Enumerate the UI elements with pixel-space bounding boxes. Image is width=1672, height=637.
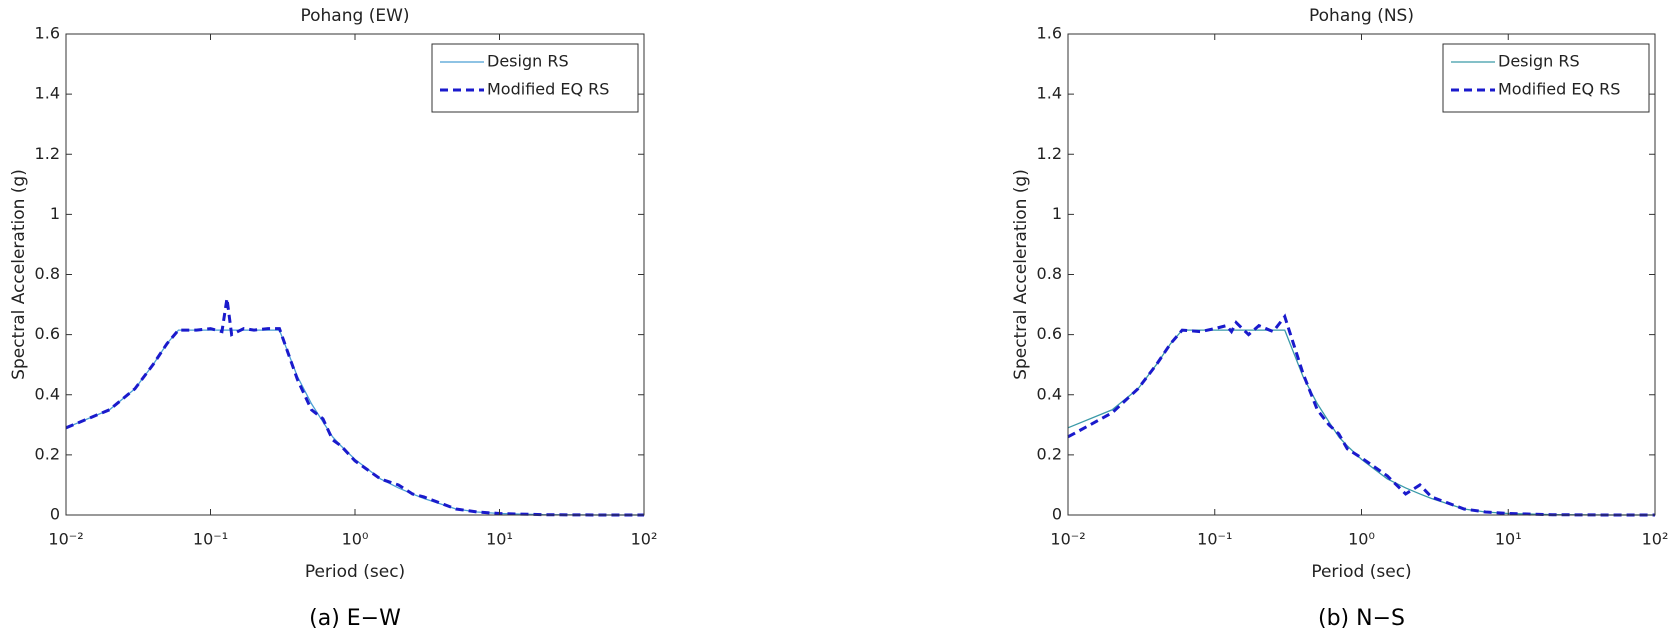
y-axis-label: Spectral Acceleration (g) bbox=[9, 169, 29, 380]
series-line bbox=[65, 298, 644, 517]
subplot: 10⁻² 10⁻¹ 10⁰ 10¹ 10² 0 0.2 0.4 0.6 0.8 1 1.2 1.4 1.6… bbox=[1011, 6, 1668, 631]
plot-area bbox=[1068, 34, 1655, 515]
legend-label: Modified EQ RS bbox=[487, 80, 609, 99]
series-line bbox=[1067, 313, 1655, 517]
y-tick-label: 1.4 bbox=[35, 84, 60, 103]
x-tick-label: 10¹ bbox=[1495, 530, 1522, 549]
x-axis-label: Period (sec) bbox=[305, 562, 405, 582]
y-tick-label: 0.4 bbox=[1037, 384, 1062, 403]
legend-label: Design RS bbox=[1498, 52, 1580, 71]
y-tick-label: 1 bbox=[50, 204, 60, 223]
y-tick-label: 0.8 bbox=[1037, 264, 1062, 283]
y-tick-label: 0 bbox=[50, 505, 60, 524]
caption: (b) N−S bbox=[1318, 606, 1405, 631]
legend-label: Design RS bbox=[487, 52, 569, 71]
y-tick-label: 0.2 bbox=[35, 444, 60, 463]
caption: (a) E−W bbox=[309, 606, 401, 631]
legend-box bbox=[431, 43, 639, 113]
y-tick-label: 1.2 bbox=[1037, 144, 1062, 163]
x-axis-label: Period (sec) bbox=[1311, 562, 1411, 582]
x-tick-label: 10¹ bbox=[486, 530, 513, 549]
legend-label: Modified EQ RS bbox=[1498, 80, 1620, 99]
chart-title: Pohang (NS) bbox=[1309, 6, 1414, 26]
x-tick-label: 10⁻² bbox=[48, 530, 83, 549]
legend-box bbox=[1442, 43, 1650, 113]
y-tick-label: 0.6 bbox=[1037, 324, 1062, 343]
y-tick-label: 0.2 bbox=[1037, 444, 1062, 463]
x-tick-label: 10⁻¹ bbox=[193, 530, 228, 549]
chart-title: Pohang (EW) bbox=[300, 6, 409, 26]
x-tick-label: 10² bbox=[1642, 530, 1669, 549]
plot-area bbox=[66, 34, 644, 515]
y-tick-label: 0.8 bbox=[35, 264, 60, 283]
x-tick-label: 10⁰ bbox=[1348, 530, 1375, 549]
subplot: 10⁻² 10⁻¹ 10⁰ 10¹ 10² 0 0.2 0.4 0.6 0.8 1 1.2 1.4 1.6… bbox=[9, 6, 657, 631]
x-tick-label: 10² bbox=[631, 530, 658, 549]
x-tick-label: 10⁻² bbox=[1050, 530, 1085, 549]
y-tick-label: 1.6 bbox=[35, 24, 60, 43]
y-tick-label: 1.6 bbox=[1037, 24, 1062, 43]
y-tick-label: 1 bbox=[1052, 204, 1062, 223]
y-tick-label: 0.6 bbox=[35, 324, 60, 343]
y-axis-label: Spectral Acceleration (g) bbox=[1011, 169, 1031, 380]
y-tick-label: 0.4 bbox=[35, 384, 60, 403]
x-tick-label: 10⁻¹ bbox=[1197, 530, 1232, 549]
y-tick-label: 1.4 bbox=[1037, 84, 1062, 103]
y-tick-label: 0 bbox=[1052, 505, 1062, 524]
x-tick-label: 10⁰ bbox=[342, 530, 369, 549]
y-tick-label: 1.2 bbox=[35, 144, 60, 163]
